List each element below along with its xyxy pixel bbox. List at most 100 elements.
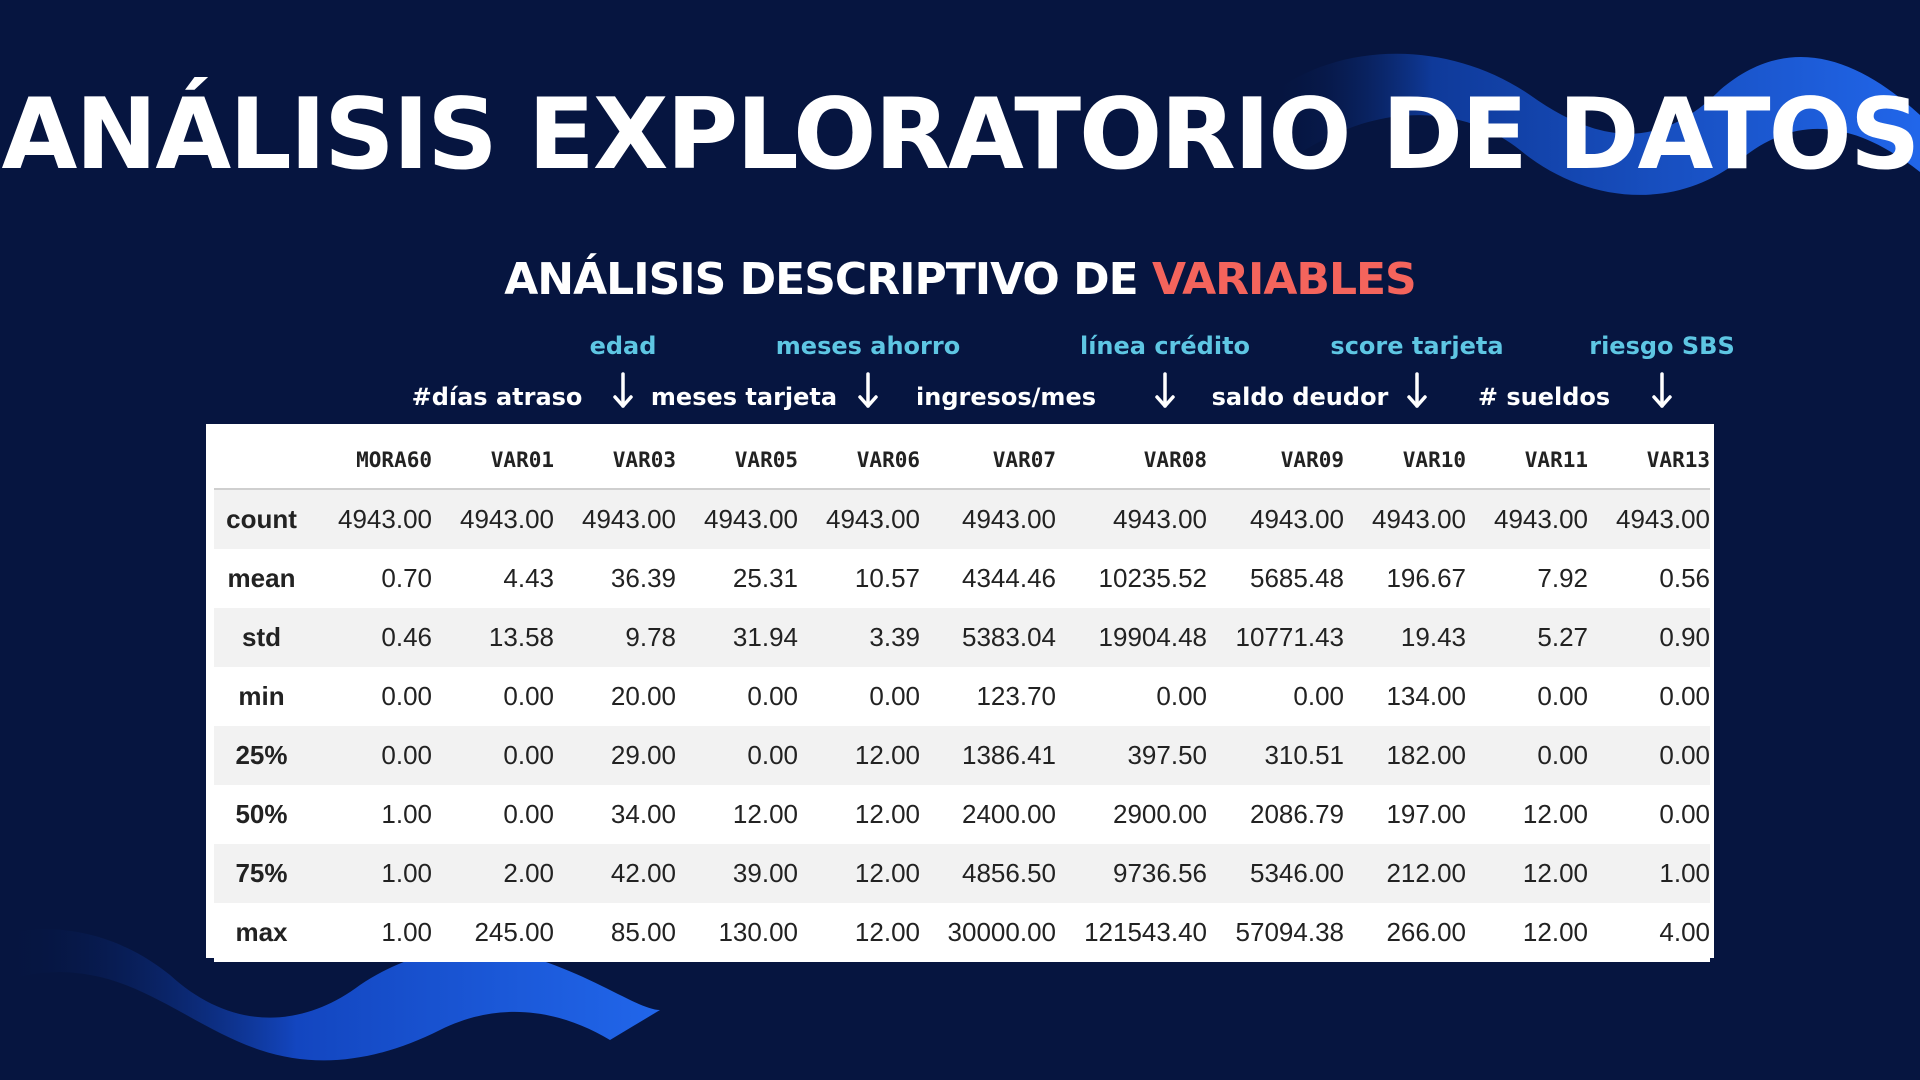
row-label: min [238, 681, 285, 711]
annotation-var03: edad [589, 332, 657, 360]
table-cell: 2900.00 [1113, 799, 1207, 829]
table-cell: 0.00 [381, 740, 432, 770]
table-cell: 0.00 [1537, 681, 1588, 711]
subtitle-prefix: ANÁLISIS DESCRIPTIVO DE [504, 254, 1152, 305]
table-cell: 12.00 [1522, 917, 1588, 947]
table-cell: 4943.00 [460, 504, 554, 534]
table-cell: 2086.79 [1250, 799, 1344, 829]
table-cell: 4943.00 [826, 504, 920, 534]
table-cell: 0.90 [1659, 622, 1710, 652]
annotation-var05: meses tarjeta [650, 383, 838, 411]
down-arrow-icon [613, 372, 633, 408]
table-cell: 266.00 [1386, 917, 1466, 947]
table-cell: 4943.00 [1372, 504, 1466, 534]
table-cell: 0.70 [381, 563, 432, 593]
table-cell: 397.50 [1127, 740, 1207, 770]
table-cell: 212.00 [1386, 858, 1466, 888]
table-cell: 4.00 [1659, 917, 1710, 947]
column-header: VAR01 [432, 432, 554, 490]
table-cell: 39.00 [732, 858, 798, 888]
table-cell: 10235.52 [1098, 563, 1207, 593]
table-cell: 0.00 [503, 740, 554, 770]
table-cell: 34.00 [610, 799, 676, 829]
row-label: mean [227, 563, 296, 593]
row-label: 25% [235, 740, 288, 770]
table-cell: 4943.00 [704, 504, 798, 534]
table-cell: 0.00 [747, 740, 798, 770]
table-cell: 0.00 [503, 681, 554, 711]
table-cell: 5383.04 [962, 622, 1056, 652]
table-row: min 0.00 0.00 20.00 0.00 0.00 123.70 0.0… [214, 667, 1710, 726]
table-cell: 0.00 [1156, 681, 1207, 711]
table-cell: 12.00 [1522, 799, 1588, 829]
table-cell: 30000.00 [947, 917, 1056, 947]
annotation-var07: ingresos/mes [916, 383, 1096, 411]
column-header: VAR08 [1056, 432, 1207, 490]
table-cell: 5346.00 [1250, 858, 1344, 888]
table-cell: 19904.48 [1098, 622, 1207, 652]
table-cell: 12.00 [732, 799, 798, 829]
table-row: 25% 0.00 0.00 29.00 0.00 12.00 1386.41 3… [214, 726, 1710, 785]
table-cell: 9736.56 [1113, 858, 1207, 888]
table-cell: 4943.00 [582, 504, 676, 534]
table-cell: 20.00 [610, 681, 676, 711]
table-cell: 182.00 [1386, 740, 1466, 770]
table-cell: 12.00 [854, 740, 920, 770]
table-cell: 310.51 [1264, 740, 1344, 770]
table-cell: 12.00 [854, 858, 920, 888]
table-cell: 0.00 [869, 681, 920, 711]
table-cell: 4943.00 [962, 504, 1056, 534]
annotation-var09: saldo deudor [1211, 383, 1389, 411]
table-cell: 121543.40 [1084, 917, 1207, 947]
table-cell: 25.31 [732, 563, 798, 593]
annotation-var10: score tarjeta [1330, 332, 1504, 360]
table-cell: 57094.38 [1235, 917, 1344, 947]
table-cell: 85.00 [610, 917, 676, 947]
table-cell: 2400.00 [962, 799, 1056, 829]
table-cell: 0.00 [1659, 799, 1710, 829]
table-cell: 4344.46 [962, 563, 1056, 593]
annotation-var11: # sueldos [1477, 383, 1611, 411]
row-label: 75% [235, 858, 288, 888]
table-cell: 0.00 [1537, 740, 1588, 770]
table-cell: 4943.00 [1494, 504, 1588, 534]
table-cell: 0.46 [381, 622, 432, 652]
table-cell: 5685.48 [1250, 563, 1344, 593]
table-cell: 134.00 [1386, 681, 1466, 711]
table-cell: 1.00 [381, 917, 432, 947]
down-arrow-icon [1155, 372, 1175, 408]
describe-table: MORA60 VAR01 VAR03 VAR05 VAR06 VAR07 VAR… [214, 432, 1710, 962]
table-cell: 12.00 [1522, 858, 1588, 888]
column-header: VAR09 [1207, 432, 1344, 490]
column-header: VAR03 [554, 432, 676, 490]
table-cell: 19.43 [1400, 622, 1466, 652]
table-cell: 4943.00 [1616, 504, 1710, 534]
annotation-var01: #días atraso [411, 383, 583, 411]
table-row: std 0.46 13.58 9.78 31.94 3.39 5383.04 1… [214, 608, 1710, 667]
table-cell: 9.78 [625, 622, 676, 652]
stats-table-container: MORA60 VAR01 VAR03 VAR05 VAR06 VAR07 VAR… [206, 424, 1714, 962]
table-cell: 196.67 [1386, 563, 1466, 593]
table-cell: 7.92 [1537, 563, 1588, 593]
annotation-var06: meses ahorro [775, 332, 961, 360]
table-cell: 1.00 [381, 858, 432, 888]
table-row: count 4943.00 4943.00 4943.00 4943.00 49… [214, 489, 1710, 549]
row-label: count [226, 504, 297, 534]
annotation-var08: línea crédito [1079, 332, 1251, 360]
annotation-var13: riesgo SBS [1589, 332, 1735, 360]
column-header: MORA60 [309, 432, 432, 490]
table-cell: 245.00 [474, 917, 554, 947]
table-cell: 10771.43 [1235, 622, 1344, 652]
table-cell: 1386.41 [962, 740, 1056, 770]
page-title: ANÁLISIS EXPLORATORIO DE DATOS [1, 78, 1920, 192]
table-row: 75% 1.00 2.00 42.00 39.00 12.00 4856.50 … [214, 844, 1710, 903]
table-cell: 0.56 [1659, 563, 1710, 593]
table-cell: 0.00 [1293, 681, 1344, 711]
column-header: VAR07 [920, 432, 1056, 490]
column-header [214, 432, 309, 490]
table-cell: 130.00 [718, 917, 798, 947]
table-cell: 0.00 [1659, 681, 1710, 711]
column-header: VAR10 [1344, 432, 1466, 490]
table-cell: 2.00 [503, 858, 554, 888]
